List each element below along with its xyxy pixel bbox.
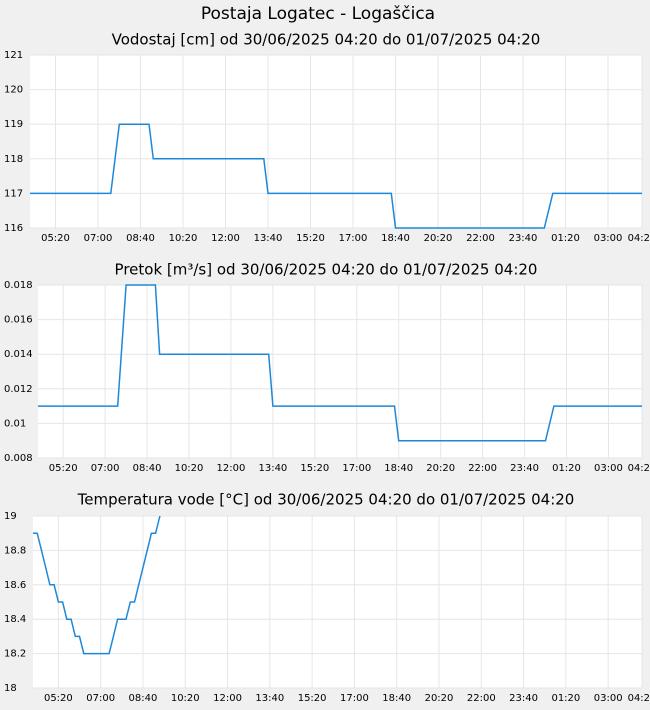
data-line	[38, 284, 642, 442]
x-tick-label: 07:00	[91, 463, 120, 474]
x-tick-label: 07:00	[86, 693, 115, 704]
x-tick-label: 23:40	[509, 233, 538, 244]
x-tick-label: 12:00	[211, 233, 240, 244]
data-line	[30, 123, 642, 229]
y-tick-label: 0.01	[4, 418, 26, 429]
y-tick-label: 119	[4, 119, 23, 130]
y-tick-label: 0.018	[4, 280, 33, 291]
plot-area	[38, 285, 642, 458]
x-tick-label: 03:00	[594, 693, 623, 704]
x-tick-label: 12:00	[217, 463, 246, 474]
x-tick-label: 01:20	[551, 233, 580, 244]
x-tick-label: 05:20	[44, 693, 73, 704]
y-tick-label: 0.008	[4, 453, 33, 464]
x-tick-label: 22:00	[467, 693, 496, 704]
x-tick-label: 12:00	[213, 693, 242, 704]
y-tick-label: 19	[4, 511, 17, 522]
x-tick-label: 23:40	[510, 463, 539, 474]
x-tick-label: 22:00	[466, 233, 495, 244]
data-line	[33, 515, 161, 655]
x-tick-label: 04:20	[628, 693, 650, 704]
x-tick-label: 15:20	[298, 693, 327, 704]
y-tick-label: 120	[4, 85, 23, 96]
y-tick-label: 18.6	[4, 580, 26, 591]
x-tick-label: 10:20	[175, 463, 204, 474]
x-tick-label: 15:20	[300, 463, 329, 474]
x-tick-label: 10:20	[169, 233, 198, 244]
x-tick-label: 20:20	[424, 233, 453, 244]
y-tick-label: 0.016	[4, 315, 33, 326]
x-tick-label: 04:20	[628, 463, 650, 474]
y-tick-label: 118	[4, 154, 23, 165]
y-tick-label: 18.8	[4, 545, 26, 556]
x-tick-label: 01:20	[551, 693, 580, 704]
x-tick-label: 15:20	[296, 233, 325, 244]
x-tick-label: 03:00	[594, 463, 623, 474]
x-tick-label: 04:20	[628, 233, 650, 244]
x-tick-label: 13:40	[255, 693, 284, 704]
x-tick-label: 22:00	[468, 463, 497, 474]
y-tick-label: 18.2	[4, 649, 26, 660]
chart-title: Temperatura vode [°C] od 30/06/2025 04:2…	[77, 491, 575, 509]
plot-area	[33, 516, 642, 688]
x-tick-label: 17:00	[340, 693, 369, 704]
x-tick-label: 10:20	[171, 693, 200, 704]
x-tick-label: 17:00	[339, 233, 368, 244]
x-tick-label: 13:40	[254, 233, 283, 244]
y-tick-label: 18	[4, 683, 17, 694]
x-tick-label: 20:20	[426, 463, 455, 474]
x-tick-label: 13:40	[258, 463, 287, 474]
x-tick-label: 23:40	[509, 693, 538, 704]
x-tick-label: 20:20	[425, 693, 454, 704]
chart-title: Pretok [m³/s] od 30/06/2025 04:20 do 01/…	[115, 261, 538, 279]
x-tick-label: 01:20	[552, 463, 581, 474]
chart-title: Vodostaj [cm] od 30/06/2025 04:20 do 01/…	[112, 31, 541, 49]
x-tick-label: 05:20	[41, 233, 70, 244]
x-tick-label: 07:00	[84, 233, 113, 244]
x-tick-label: 18:40	[382, 693, 411, 704]
x-tick-label: 08:40	[129, 693, 158, 704]
y-tick-label: 0.014	[4, 349, 33, 360]
y-tick-label: 116	[4, 223, 23, 234]
x-tick-label: 08:40	[126, 233, 155, 244]
page-title: Postaja Logatec - Logaščica	[201, 4, 435, 24]
y-tick-label: 121	[4, 50, 23, 61]
x-tick-label: 18:40	[384, 463, 413, 474]
x-tick-label: 03:00	[594, 233, 623, 244]
y-tick-label: 0.012	[4, 384, 33, 395]
y-tick-label: 117	[4, 188, 23, 199]
x-tick-label: 05:20	[49, 463, 78, 474]
x-tick-label: 08:40	[133, 463, 162, 474]
x-tick-label: 18:40	[381, 233, 410, 244]
x-tick-label: 17:00	[342, 463, 371, 474]
plot-area	[30, 55, 642, 228]
y-tick-label: 18.4	[4, 614, 26, 625]
